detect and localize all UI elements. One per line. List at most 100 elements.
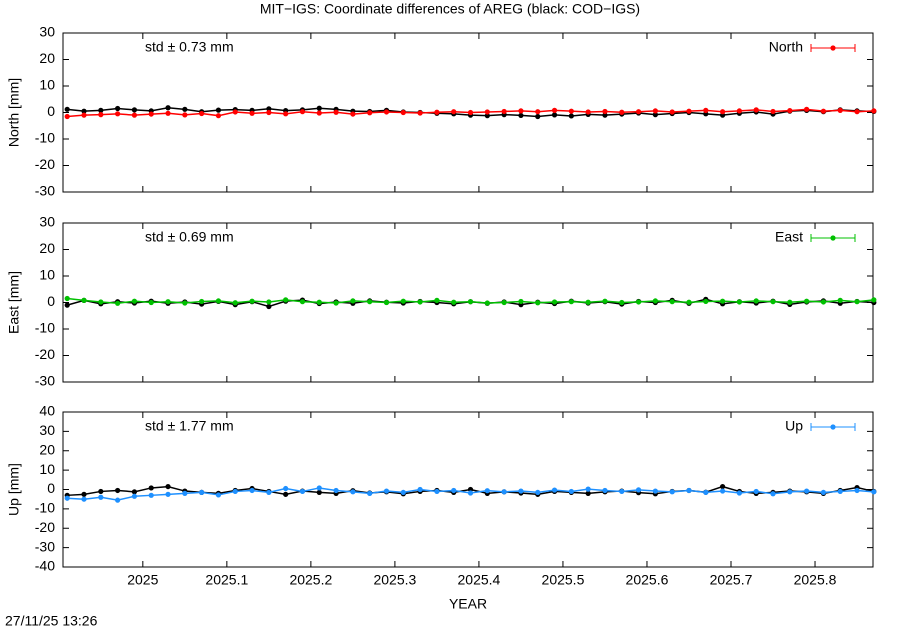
data-point: [199, 489, 205, 496]
data-point: [98, 107, 104, 113]
data-point: [551, 112, 558, 118]
data-point: [652, 298, 658, 304]
std-annotation: std ± 0.69 mm: [145, 229, 234, 245]
data-point: [736, 490, 743, 496]
data-point: [652, 112, 658, 118]
data-point: [165, 491, 171, 497]
data-point: [64, 295, 70, 302]
data-point: [333, 487, 339, 494]
data-point: [131, 298, 138, 304]
data-point: [535, 489, 541, 496]
data-point: [417, 110, 423, 116]
data-point: [635, 299, 642, 305]
data-point: [467, 109, 474, 116]
data-point: [518, 112, 524, 119]
data-point: [333, 300, 339, 306]
data-point: [249, 298, 255, 304]
data-point: [551, 487, 558, 493]
y-tick-label: -10: [35, 130, 55, 146]
data-point: [585, 486, 591, 492]
data-point: [535, 113, 541, 120]
data-point: [484, 488, 490, 494]
y-tick-label: 20: [39, 240, 55, 256]
data-point: [131, 112, 138, 118]
y-tick-label: 30: [39, 24, 55, 40]
data-point: [652, 108, 658, 114]
data-point: [283, 297, 289, 303]
data-point: [199, 110, 205, 117]
std-annotation: std ± 1.77 mm: [145, 418, 234, 434]
data-point: [215, 298, 222, 304]
data-point: [585, 490, 591, 496]
legend-symbol: [830, 45, 836, 51]
data-point: [148, 299, 154, 306]
data-point: [820, 489, 827, 496]
data-point: [283, 491, 289, 497]
data-point: [804, 488, 810, 494]
data-point: [434, 109, 440, 115]
data-point: [266, 303, 272, 310]
data-point: [383, 299, 390, 306]
data-point: [871, 489, 877, 495]
data-point: [81, 297, 87, 303]
legend-label: North: [769, 39, 803, 55]
data-point: [703, 489, 709, 496]
data-point: [854, 487, 860, 494]
y-axis-label: East [mm]: [6, 271, 22, 334]
data-point: [854, 299, 860, 305]
data-point: [148, 492, 154, 498]
data-point: [115, 111, 121, 117]
data-point: [451, 487, 457, 494]
data-point: [98, 488, 104, 495]
data-point: [719, 483, 726, 490]
y-tick-label: 0: [47, 480, 55, 496]
data-point: [215, 492, 222, 498]
data-point: [686, 487, 692, 494]
data-point: [518, 488, 524, 494]
data-point: [669, 299, 675, 305]
data-point: [249, 487, 255, 494]
data-point: [736, 108, 743, 114]
data-point: [115, 300, 121, 306]
timestamp: 27/11/25 13:26: [5, 613, 98, 629]
data-point: [871, 297, 877, 303]
data-point: [669, 109, 675, 115]
data-point: [837, 488, 843, 495]
data-point: [535, 109, 541, 115]
data-point: [686, 299, 692, 305]
y-tick-label: 10: [39, 461, 55, 477]
data-point: [804, 106, 810, 112]
data-point: [316, 485, 322, 491]
data-point: [350, 489, 356, 495]
legend-symbol: [830, 235, 836, 241]
data-point: [283, 111, 289, 117]
data-point: [652, 488, 658, 494]
y-tick-label: 0: [47, 293, 55, 309]
data-point: [64, 495, 70, 501]
y-tick-label: 40: [39, 403, 55, 419]
data-point: [215, 113, 222, 119]
data-point: [568, 108, 574, 114]
data-point: [182, 112, 188, 118]
y-tick-label: 30: [39, 422, 55, 438]
data-point: [232, 488, 238, 495]
data-point: [484, 109, 490, 115]
data-point: [635, 109, 642, 115]
data-point: [602, 298, 608, 304]
data-point: [148, 111, 154, 117]
data-point: [81, 112, 87, 118]
data-point: [451, 109, 457, 115]
data-point: [467, 490, 474, 496]
data-point: [165, 110, 171, 116]
data-point: [81, 491, 87, 497]
data-point: [165, 299, 171, 305]
data-point: [434, 488, 440, 495]
data-point: [854, 109, 860, 115]
data-point: [551, 107, 558, 113]
y-tick-label: -30: [35, 538, 55, 554]
data-point: [770, 108, 776, 115]
y-tick-label: 20: [39, 50, 55, 66]
data-point: [148, 485, 154, 491]
x-tick-label: 2025.3: [373, 572, 416, 588]
